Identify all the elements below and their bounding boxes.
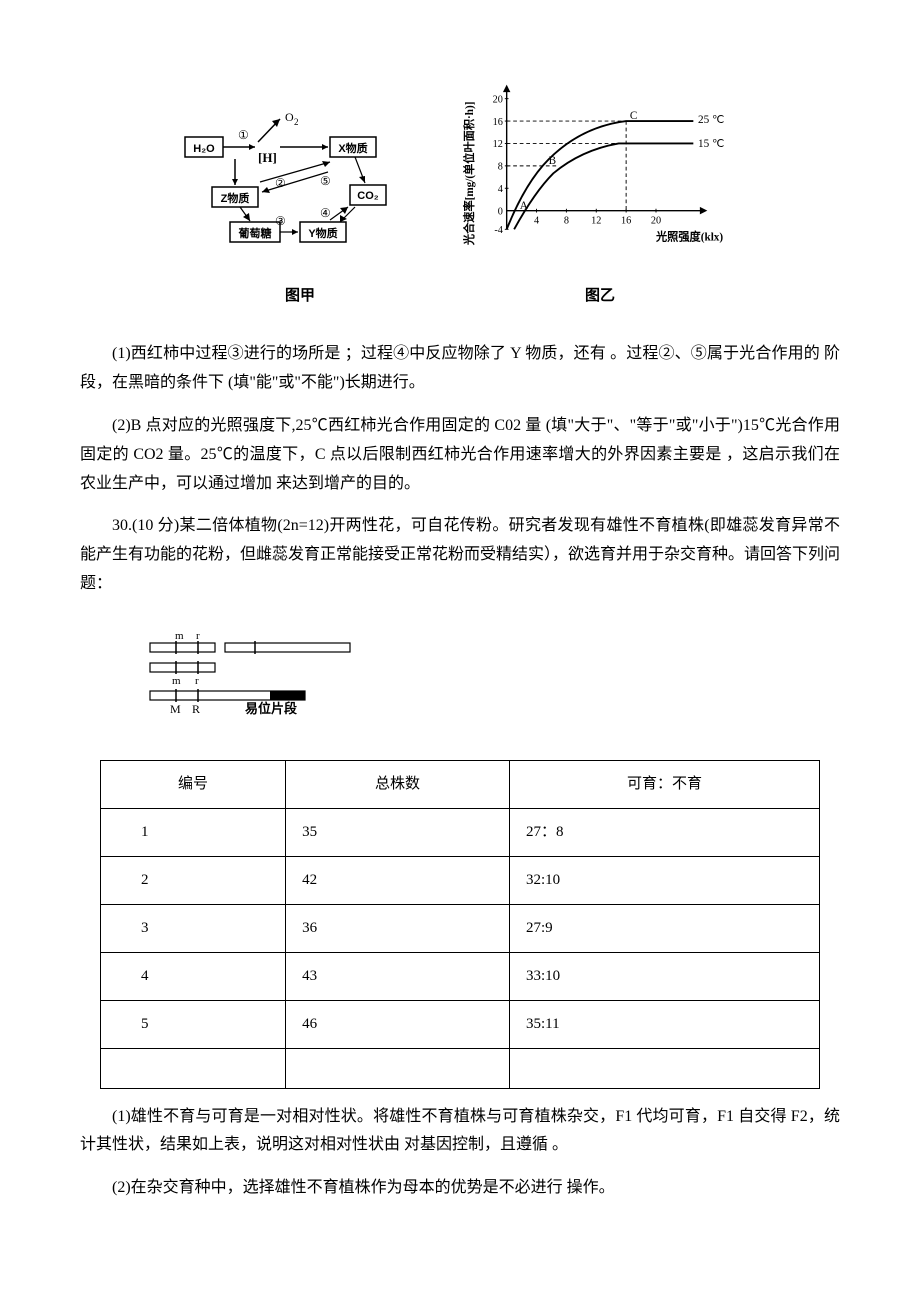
svg-text:Y物质: Y物质: [308, 226, 337, 240]
table-header-row: 编号 总株数 可育：不育: [101, 760, 820, 808]
table-cell: 35: [286, 808, 510, 856]
figure-row: H₂O ① O 2 [H] X物质 Z物质 ②: [80, 80, 840, 310]
table-cell: 27：8: [509, 808, 819, 856]
table-cell: 43: [286, 952, 510, 1000]
table-row: 2 42 32:10: [101, 856, 820, 904]
svg-text:易位片段: 易位片段: [245, 701, 297, 716]
svg-text:20: 20: [493, 94, 503, 105]
paragraph-q30-2: (2)在杂交育种中，选择雄性不育植株作为母本的优势是不必进行 操作。: [80, 1174, 840, 1203]
paragraph-q30-1: (1)雄性不育与可育是一对相对性状。将雄性不育植株与可育植株杂交，F1 代均可育…: [80, 1103, 840, 1161]
table-cell: 46: [286, 1000, 510, 1048]
paragraph-q2: (2)B 点对应的光照强度下,25℃西红柿光合作用固定的 C02 量 (填"大于…: [80, 412, 840, 498]
table-cell: 35:11: [509, 1000, 819, 1048]
svg-text:CO₂: CO₂: [357, 190, 379, 202]
svg-text:r: r: [196, 630, 200, 642]
table-row: 4 43 33:10: [101, 952, 820, 1000]
caption-yi: 图乙: [460, 283, 740, 310]
diagram-yi-container: 光合速率[mg/(单位叶面积·h)] 20 16 12 8 4 0 -4 4 8…: [460, 80, 740, 310]
svg-text:2: 2: [294, 117, 299, 127]
table-header: 编号: [101, 760, 286, 808]
svg-text:O: O: [285, 110, 294, 124]
table-row: 1 35 27：8: [101, 808, 820, 856]
svg-text:④: ④: [320, 206, 331, 220]
svg-text:8: 8: [498, 162, 503, 173]
chromosome-diagram: m r m r M R 易位片段: [140, 629, 360, 719]
svg-text:8: 8: [564, 216, 569, 227]
svg-text:4: 4: [534, 216, 539, 227]
table-cell: 2: [101, 856, 286, 904]
diagram-jia-container: H₂O ① O 2 [H] X物质 Z物质 ②: [180, 107, 420, 311]
table-cell: 5: [101, 1000, 286, 1048]
caption-jia: 图甲: [180, 283, 420, 310]
svg-text:16: 16: [493, 117, 503, 128]
svg-text:12: 12: [493, 139, 503, 150]
paragraph-q30: 30.(10 分)某二倍体植物(2n=12)开两性花，可自花传粉。研究者发现有雄…: [80, 512, 840, 598]
svg-text:15 ℃: 15 ℃: [698, 138, 725, 150]
svg-text:⑤: ⑤: [320, 174, 331, 188]
svg-text:m: m: [175, 630, 184, 642]
svg-text:-4: -4: [494, 225, 503, 236]
paragraph-q1: (1)西红柿中过程③进行的场所是 ；过程④中反应物除了 Y 物质，还有 。过程②…: [80, 340, 840, 398]
table-cell: [286, 1048, 510, 1088]
svg-text:16: 16: [621, 216, 631, 227]
table-row: 5 46 35:11: [101, 1000, 820, 1048]
table-cell: 33:10: [509, 952, 819, 1000]
table-header: 总株数: [286, 760, 510, 808]
table-row: [101, 1048, 820, 1088]
svg-text:0: 0: [498, 206, 503, 217]
svg-text:B: B: [549, 155, 556, 167]
svg-text:③: ③: [275, 214, 286, 228]
svg-text:M: M: [170, 702, 181, 716]
results-table: 编号 总株数 可育：不育 1 35 27：8 2 42 32:10 3 36 2…: [100, 760, 820, 1089]
svg-text:光照强度(klx): 光照强度(klx): [655, 230, 723, 244]
table-cell: 4: [101, 952, 286, 1000]
table-cell: 1: [101, 808, 286, 856]
table-cell: [509, 1048, 819, 1088]
svg-text:X物质: X物质: [338, 141, 367, 155]
svg-text:20: 20: [651, 216, 661, 227]
table-cell: 36: [286, 904, 510, 952]
svg-text:r: r: [195, 675, 199, 687]
svg-text:m: m: [172, 675, 181, 687]
table-header: 可育：不育: [509, 760, 819, 808]
svg-text:4: 4: [498, 184, 503, 195]
table-cell: 42: [286, 856, 510, 904]
svg-text:光合速率[mg/(单位叶面积·h)]: 光合速率[mg/(单位叶面积·h)]: [462, 102, 476, 247]
table-cell: 27:9: [509, 904, 819, 952]
svg-text:①: ①: [238, 128, 249, 142]
svg-text:葡萄糖: 葡萄糖: [238, 226, 272, 240]
svg-text:C: C: [630, 110, 637, 122]
svg-text:A: A: [520, 200, 528, 212]
svg-text:[H]: [H]: [258, 150, 277, 165]
diagram-jia: H₂O ① O 2 [H] X物质 Z物质 ②: [180, 107, 420, 267]
table-cell: [101, 1048, 286, 1088]
svg-text:H₂O: H₂O: [193, 143, 215, 155]
table-cell: 3: [101, 904, 286, 952]
diagram-yi: 光合速率[mg/(单位叶面积·h)] 20 16 12 8 4 0 -4 4 8…: [460, 80, 740, 267]
svg-text:Z物质: Z物质: [221, 191, 250, 205]
svg-text:R: R: [192, 702, 200, 716]
table-row: 3 36 27:9: [101, 904, 820, 952]
svg-text:12: 12: [591, 216, 601, 227]
table-cell: 32:10: [509, 856, 819, 904]
svg-text:25 ℃: 25 ℃: [698, 114, 725, 126]
